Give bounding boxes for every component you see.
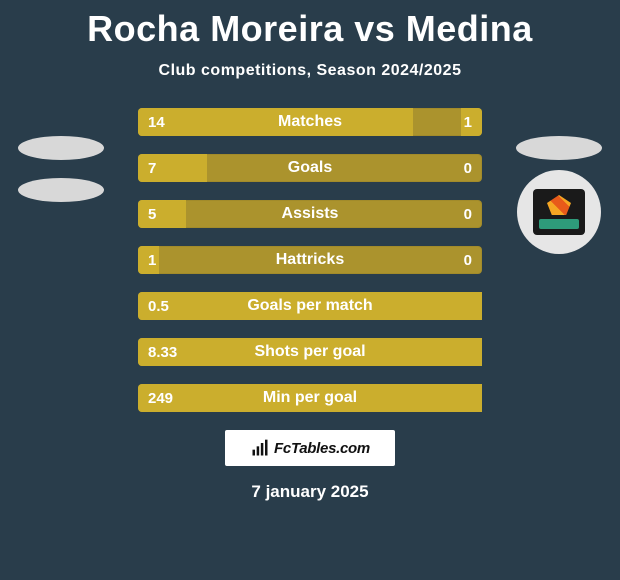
stat-row: Shots per goal8.33 <box>138 338 482 366</box>
stat-value-left: 7 <box>148 160 156 177</box>
stat-row: Goals70 <box>138 154 482 182</box>
stat-value-left: 1 <box>148 252 156 269</box>
stat-label: Assists <box>138 205 482 223</box>
stat-value-left: 249 <box>148 390 173 407</box>
brand-name: FcTables.com <box>274 440 370 457</box>
stat-value-right: 0 <box>464 160 472 177</box>
stat-row: Goals per match0.5 <box>138 292 482 320</box>
bar-fill-left <box>138 292 482 320</box>
brand-logo: FcTables.com <box>225 430 395 466</box>
stat-row: Hattricks1 0 <box>138 246 482 274</box>
date-text: 7 january 2025 <box>0 482 620 502</box>
stat-value-left: 8.33 <box>148 344 177 361</box>
stat-value-left: 0.5 <box>148 298 169 315</box>
chart-icon <box>250 438 270 458</box>
stat-row: Min per goal249 <box>138 384 482 412</box>
stat-value-right: 0 <box>464 252 472 269</box>
stat-value-right: 1 <box>464 114 472 131</box>
bar-fill-left <box>138 384 482 412</box>
bar-fill-left <box>138 338 482 366</box>
stat-value-left: 5 <box>148 206 156 223</box>
comparison-chart: Matches141Goals70Assists50Hattricks10Goa… <box>0 108 620 412</box>
stat-label: Hattricks <box>138 251 482 269</box>
stat-value-left: 14 <box>148 114 165 131</box>
stat-row: Assists5 0 <box>138 200 482 228</box>
stat-row: Matches141 <box>138 108 482 136</box>
bar-fill-left <box>138 108 413 136</box>
page-subtitle: Club competitions, Season 2024/2025 <box>0 62 620 80</box>
stat-value-right: 0 <box>464 206 472 223</box>
page-title: Rocha Moreira vs Medina <box>0 0 620 50</box>
bar-fill-left <box>138 200 186 228</box>
